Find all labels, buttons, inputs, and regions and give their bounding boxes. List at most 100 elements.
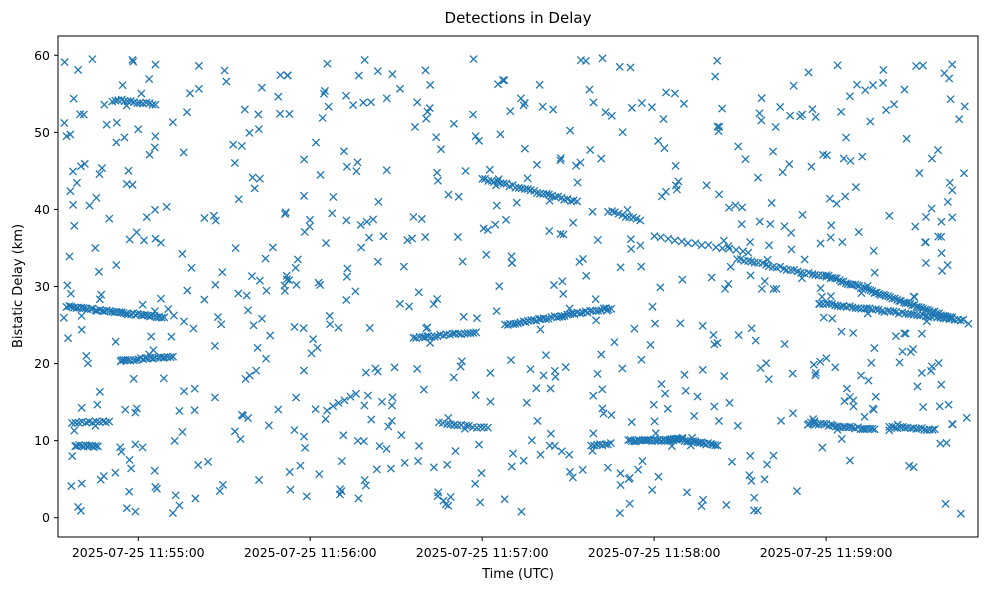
detection-point xyxy=(578,465,587,474)
detection-point xyxy=(132,228,141,237)
detection-point xyxy=(849,328,858,338)
detection-point xyxy=(334,398,343,408)
detection-point xyxy=(454,329,463,338)
detection-point xyxy=(697,502,706,511)
detection-point xyxy=(509,449,518,458)
detection-point xyxy=(703,439,713,448)
detection-point xyxy=(120,97,129,106)
detection-point xyxy=(776,102,785,112)
detection-point xyxy=(598,385,607,394)
detection-point xyxy=(359,98,368,107)
detection-point xyxy=(151,100,160,109)
detection-point xyxy=(826,292,835,301)
detection-point xyxy=(342,216,351,225)
detection-point xyxy=(476,498,485,507)
detection-point xyxy=(292,393,301,402)
detection-point xyxy=(607,304,616,313)
detection-point xyxy=(209,211,218,220)
detection-point xyxy=(459,312,468,321)
detection-point xyxy=(150,205,160,214)
detection-point xyxy=(674,177,683,186)
detection-point xyxy=(495,282,504,291)
detection-point xyxy=(388,70,397,79)
detection-point xyxy=(698,365,707,374)
detection-point xyxy=(324,102,333,111)
detection-point xyxy=(915,169,924,178)
detection-point xyxy=(359,437,368,446)
detection-point xyxy=(698,321,707,330)
detection-point xyxy=(557,447,566,456)
detection-point xyxy=(190,384,199,393)
detection-point xyxy=(76,110,85,119)
detection-point xyxy=(117,356,126,365)
detection-point xyxy=(276,71,285,80)
detection-point xyxy=(837,327,846,336)
detection-point xyxy=(320,86,329,96)
detection-point xyxy=(131,408,140,417)
detection-point xyxy=(637,262,646,271)
detection-point xyxy=(849,402,858,411)
detection-point xyxy=(200,295,209,304)
detection-point xyxy=(811,368,820,377)
detection-point xyxy=(321,415,330,424)
x-tick-label: 2025-07-25 11:59:00 xyxy=(760,545,893,560)
detection-point xyxy=(732,245,741,254)
detection-point xyxy=(318,113,327,122)
detection-point xyxy=(220,66,229,75)
detection-point xyxy=(74,502,83,511)
detection-point xyxy=(842,133,851,142)
detection-point xyxy=(519,456,528,465)
detection-point xyxy=(857,289,866,298)
detection-point xyxy=(854,304,863,313)
detection-point xyxy=(357,243,366,252)
detection-point xyxy=(786,266,795,275)
detection-point xyxy=(285,467,294,477)
detection-point xyxy=(909,463,918,472)
detection-point xyxy=(627,103,636,112)
detection-point xyxy=(75,440,84,450)
detection-point xyxy=(839,154,848,163)
detection-point xyxy=(66,187,75,196)
detection-point xyxy=(375,441,384,451)
detection-point xyxy=(683,238,693,248)
detection-point xyxy=(710,340,719,349)
detection-point xyxy=(550,441,559,450)
detection-point xyxy=(753,506,762,515)
detection-point xyxy=(594,306,603,315)
detection-point xyxy=(927,204,936,213)
detection-point xyxy=(210,393,219,402)
detection-point xyxy=(707,273,716,282)
detection-point xyxy=(63,281,72,290)
detection-point xyxy=(908,345,918,354)
detection-point xyxy=(919,402,928,412)
detection-point xyxy=(616,263,625,272)
detection-point xyxy=(905,461,914,470)
detection-point xyxy=(76,506,85,515)
detection-point xyxy=(118,81,127,90)
detection-point xyxy=(532,384,541,393)
detection-point xyxy=(296,461,305,470)
detection-point xyxy=(439,496,448,505)
detection-point xyxy=(676,319,685,328)
detection-point xyxy=(718,104,727,113)
detection-point xyxy=(421,233,430,242)
detection-point xyxy=(517,507,526,516)
detection-point xyxy=(129,57,138,66)
detection-point xyxy=(710,402,719,411)
detection-point xyxy=(826,233,835,242)
detection-point xyxy=(626,235,635,244)
detection-point xyxy=(606,439,615,448)
detection-point xyxy=(255,276,264,285)
detection-point xyxy=(262,354,271,363)
detection-point xyxy=(956,509,965,518)
detection-point xyxy=(70,221,79,230)
detection-point xyxy=(343,264,352,273)
detection-point xyxy=(720,371,729,381)
detection-point xyxy=(822,354,831,363)
detection-point xyxy=(937,380,946,389)
detection-point xyxy=(150,466,159,475)
detection-point xyxy=(625,473,634,482)
detection-point xyxy=(178,427,187,437)
detection-point xyxy=(603,463,612,472)
detection-point xyxy=(811,371,820,380)
